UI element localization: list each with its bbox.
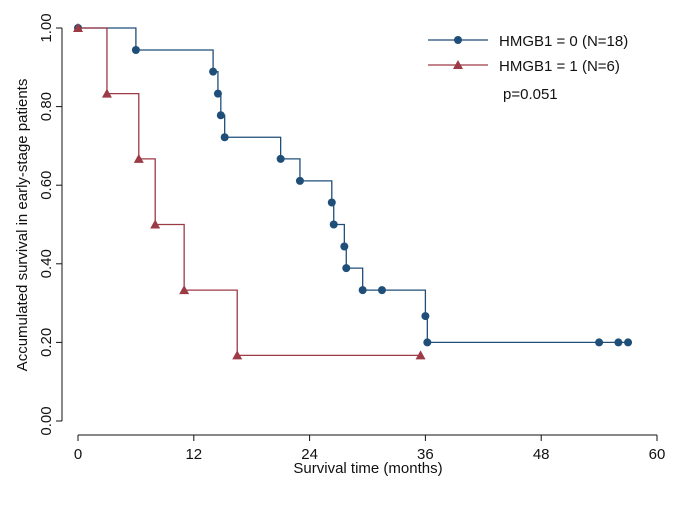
- x-axis-label: Survival time (months): [293, 460, 442, 477]
- p-value-annotation: p=0.051: [503, 86, 558, 103]
- data-point: [614, 338, 623, 347]
- y-ticks: 0.00 0.20 0.40 0.60 0.80 1.00: [38, 13, 62, 436]
- data-point: [329, 220, 338, 229]
- y-tick-label: 0.00: [38, 406, 55, 435]
- data-point: [150, 219, 161, 229]
- y-tick-label: 1.00: [38, 13, 55, 42]
- data-point: [101, 88, 112, 98]
- legend-label-hmgb1-1: HMGB1 = 1 (N=6): [499, 58, 620, 75]
- x-tick-label: 24: [301, 446, 318, 463]
- data-point: [342, 264, 351, 273]
- data-point: [358, 286, 367, 295]
- data-point: [131, 46, 140, 55]
- legend-marker-hmgb1-1: [453, 60, 463, 69]
- x-tick-label: 36: [417, 446, 434, 463]
- data-point: [340, 242, 349, 251]
- data-point: [216, 111, 225, 120]
- y-tick-label: 0.40: [38, 249, 55, 278]
- survival-curve-1: [78, 27, 421, 357]
- series-1: [73, 23, 426, 360]
- data-point: [327, 198, 336, 207]
- x-tick-label: 60: [649, 446, 666, 463]
- data-point: [624, 338, 633, 347]
- data-point: [595, 338, 604, 347]
- legend-label-hmgb1-0: HMGB1 = 0 (N=18): [499, 33, 628, 50]
- data-point: [415, 350, 426, 360]
- data-point: [133, 153, 144, 163]
- legend: HMGB1 = 0 (N=18) HMGB1 = 1 (N=6): [428, 33, 628, 75]
- x-tick-label: 12: [185, 446, 202, 463]
- y-tick-label: 0.80: [38, 92, 55, 121]
- data-point: [209, 67, 218, 76]
- axes: [61, 28, 657, 436]
- survival-curve-0: [78, 27, 629, 344]
- legend-marker-hmgb1-0: [454, 36, 462, 44]
- data-point: [421, 312, 430, 321]
- data-point: [220, 133, 229, 142]
- data-point: [213, 89, 222, 98]
- data-point: [423, 338, 432, 347]
- data-point: [179, 285, 190, 295]
- y-tick-label: 0.60: [38, 171, 55, 200]
- y-tick-label: 0.20: [38, 328, 55, 357]
- x-ticks: 0 12 24 36 48 60: [74, 435, 666, 463]
- y-axis-label: Accumulated survival in early-stage pati…: [14, 79, 31, 372]
- data-point: [276, 154, 285, 163]
- x-tick-label: 48: [533, 446, 550, 463]
- data-point: [73, 23, 83, 32]
- data-point: [377, 286, 386, 295]
- data-point: [232, 350, 243, 360]
- series-0: [74, 24, 633, 347]
- data-point: [295, 176, 304, 185]
- x-tick-label: 0: [74, 446, 82, 463]
- series-layer: [73, 23, 633, 360]
